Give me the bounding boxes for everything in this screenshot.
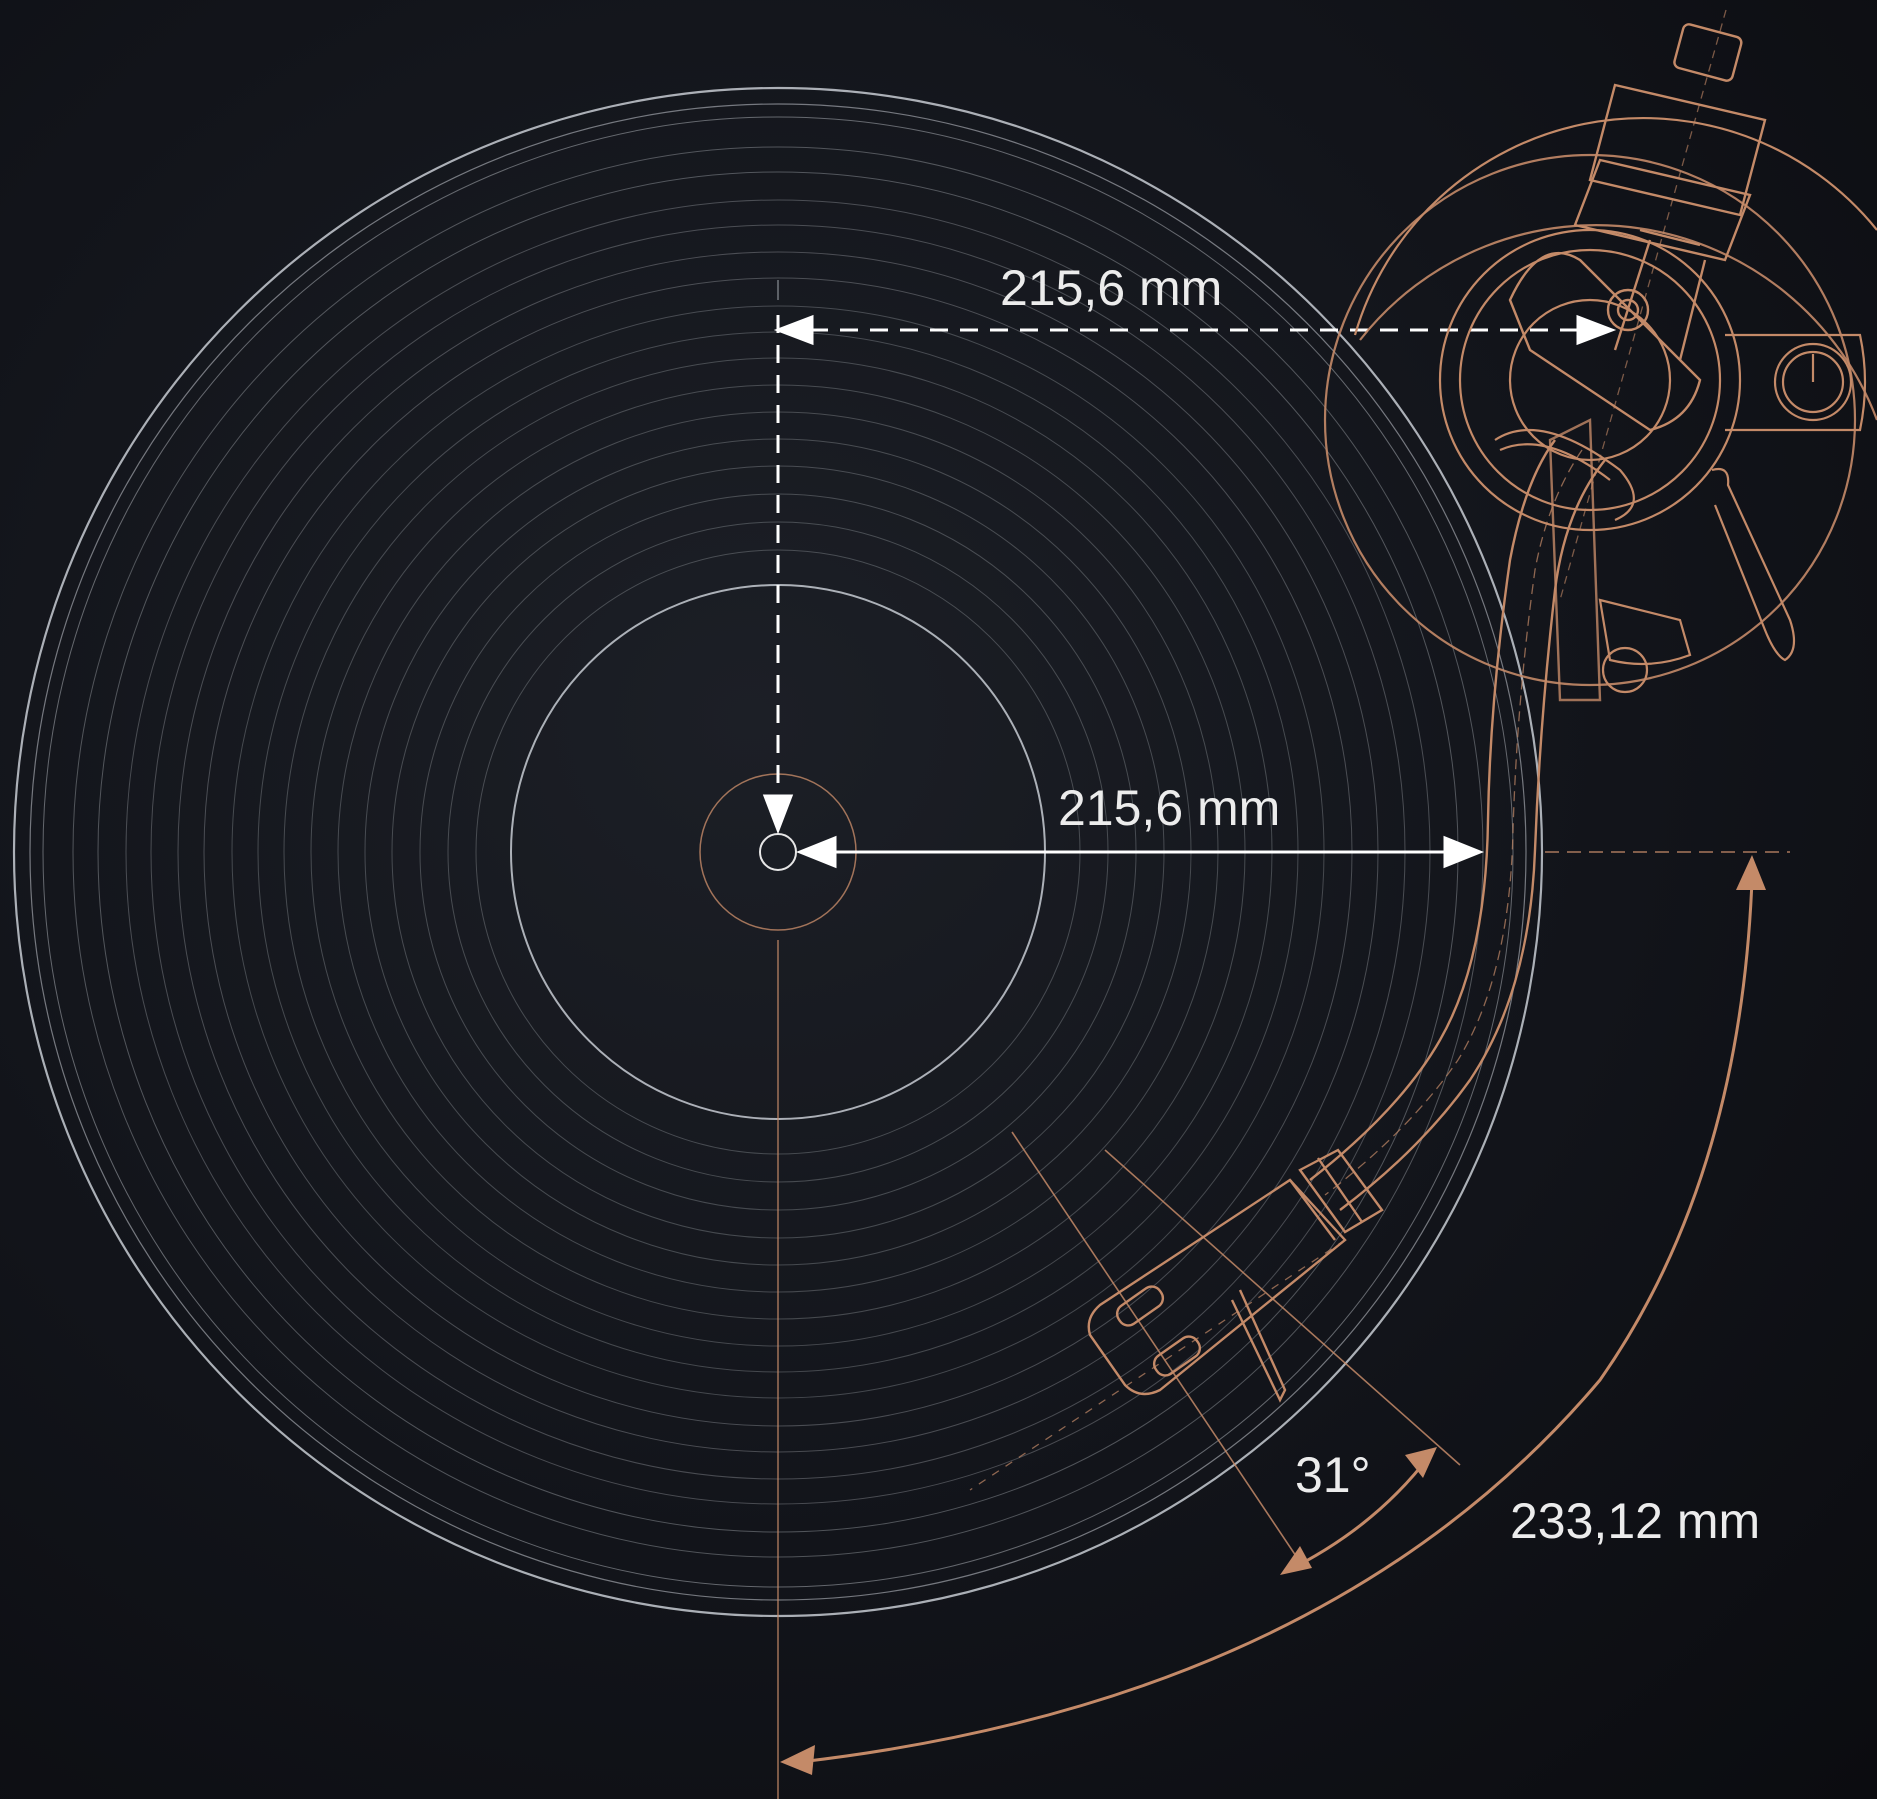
tonearm-tube xyxy=(1289,439,1606,1241)
offset-angle-label: 31° xyxy=(1295,1447,1371,1503)
effective-length-label: 233,12 mm xyxy=(1510,1493,1760,1549)
center-distance-dimension xyxy=(795,835,1485,869)
effective-length-arc xyxy=(799,879,1754,1764)
effective-length-arrow-start xyxy=(780,1745,815,1775)
top-distance-label: 215,6 mm xyxy=(1000,260,1222,316)
offset-angle-construction xyxy=(1011,1131,1461,1563)
pivot-point xyxy=(1606,288,1650,332)
offset-angle-arrow-start xyxy=(1280,1546,1312,1575)
offset-angle-arrow-end xyxy=(1405,1447,1437,1478)
top-distance-dimension xyxy=(762,314,1617,835)
tonearm-base xyxy=(1323,116,1877,694)
effective-length-arrow-end xyxy=(1736,855,1766,890)
center-distance-label: 215,6 mm xyxy=(1058,780,1280,836)
counterweight xyxy=(1508,9,1767,702)
headshell xyxy=(969,1178,1347,1491)
